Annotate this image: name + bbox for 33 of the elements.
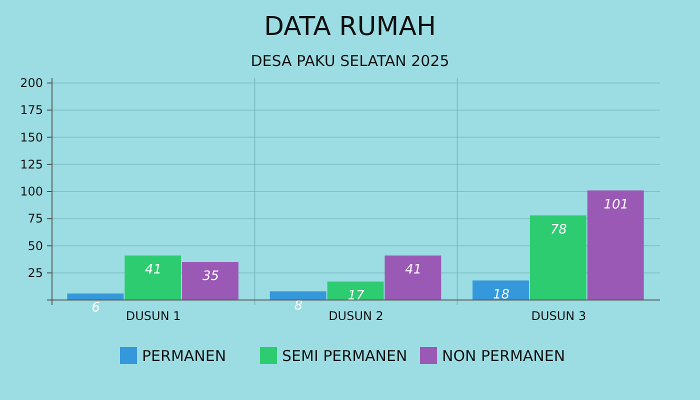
data-label: 101 [604,197,629,212]
y-tick-label: 75 [28,212,43,226]
y-tick-label: 100 [20,184,43,198]
bar [530,215,586,300]
legend-label: SEMI PERMANEN [282,347,408,365]
data-label: 41 [145,262,162,278]
y-tick-label: 150 [20,130,43,144]
data-label: 18 [492,287,510,302]
bar [327,282,384,300]
bar [472,280,529,300]
y-tick-label: 50 [28,238,43,253]
y-tick-label: 25 [28,266,43,280]
x-tick-label: DUSUN 2 [328,309,384,323]
legend-label: PERMANEN [142,347,226,365]
bar [124,256,182,300]
data-label: 41 [405,262,422,278]
y-tick-label: 125 [20,157,43,172]
x-tick-label: DUSUN 3 [531,309,586,323]
bar [270,291,326,300]
chart-title: DATA RUMAH [264,12,436,42]
y-tick-label: 175 [20,103,43,118]
legend-label: NON PERMANEN [442,347,566,365]
chart-subtitle: DESA PAKU SELATAN 2025 [250,52,450,70]
y-tick-label: 200 [20,76,43,90]
bar [384,256,442,300]
x-tick-label: DUSUN 1 [126,309,181,323]
data-label: 78 [550,222,567,238]
data-label: 6 [92,300,100,316]
data-label: 17 [348,288,365,304]
bar [182,262,238,300]
data-label: 35 [202,269,220,284]
bar [67,293,124,300]
bar [587,190,644,300]
